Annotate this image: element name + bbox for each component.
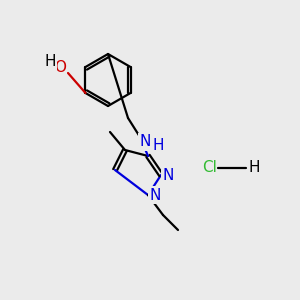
Text: H: H	[44, 53, 56, 68]
Text: N: N	[139, 134, 151, 149]
Text: N: N	[162, 167, 174, 182]
Text: O: O	[54, 59, 66, 74]
Text: Cl: Cl	[202, 160, 217, 175]
Text: N: N	[149, 188, 161, 202]
Text: H: H	[152, 137, 164, 152]
Text: H: H	[248, 160, 260, 175]
